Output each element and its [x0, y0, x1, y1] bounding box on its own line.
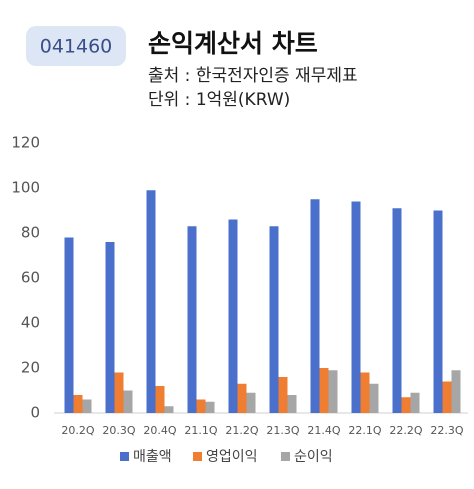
legend-swatch	[281, 452, 290, 461]
y-tick-label: 100	[11, 179, 40, 197]
bar	[205, 401, 215, 413]
x-tick-label: 21.4Q	[307, 424, 340, 437]
x-tick-label: 22.1Q	[348, 424, 381, 437]
y-tick-label: 20	[21, 359, 40, 377]
bar	[310, 199, 320, 413]
bar	[187, 226, 197, 413]
bar	[73, 395, 83, 413]
x-tick-label: 22.3Q	[430, 424, 463, 437]
x-tick-label: 20.3Q	[102, 424, 135, 437]
bar	[287, 395, 297, 413]
legend-label: 매출액	[133, 449, 172, 465]
bar	[433, 210, 443, 413]
x-tick-label: 21.1Q	[184, 424, 217, 437]
bar	[360, 372, 370, 413]
y-tick-label: 60	[21, 269, 40, 287]
bar	[246, 392, 256, 413]
bar	[328, 370, 338, 413]
bar	[196, 399, 206, 413]
bar	[410, 392, 420, 413]
y-tick-label: 80	[21, 224, 40, 242]
bar	[392, 208, 402, 413]
bar	[64, 237, 74, 413]
y-tick-label: 0	[30, 404, 40, 422]
bar	[369, 383, 379, 413]
y-tick-label: 40	[21, 314, 40, 332]
x-tick-label: 20.2Q	[61, 424, 94, 437]
bar	[351, 201, 361, 413]
bar	[228, 219, 238, 413]
legend-swatch	[193, 452, 202, 461]
bar	[105, 242, 115, 413]
bar	[164, 406, 174, 413]
bar	[442, 381, 452, 413]
legend-label: 영업이익	[206, 449, 258, 465]
bar	[269, 226, 279, 413]
subtitle: 출처 : 한국전자인증 재무제표	[148, 66, 358, 86]
subtitle: 단위 : 1억원(KRW)	[148, 90, 290, 110]
y-tick-label: 120	[11, 134, 40, 152]
bar	[114, 372, 124, 413]
bar	[155, 386, 165, 413]
bar	[401, 397, 411, 413]
chart-title: 손익계산서 차트	[148, 29, 318, 58]
code-badge	[26, 26, 126, 66]
x-tick-label: 21.2Q	[225, 424, 258, 437]
bar	[237, 383, 247, 413]
x-tick-label: 22.2Q	[389, 424, 422, 437]
code-label: 041460	[40, 36, 113, 58]
bar	[146, 190, 156, 413]
bar	[451, 370, 461, 413]
x-tick-label: 20.4Q	[143, 424, 176, 437]
bar	[82, 399, 92, 413]
bar	[319, 368, 329, 413]
legend-swatch	[120, 452, 129, 461]
x-tick-label: 21.3Q	[266, 424, 299, 437]
legend-label: 순이익	[294, 449, 333, 465]
bar	[123, 390, 133, 413]
bar	[278, 377, 288, 413]
